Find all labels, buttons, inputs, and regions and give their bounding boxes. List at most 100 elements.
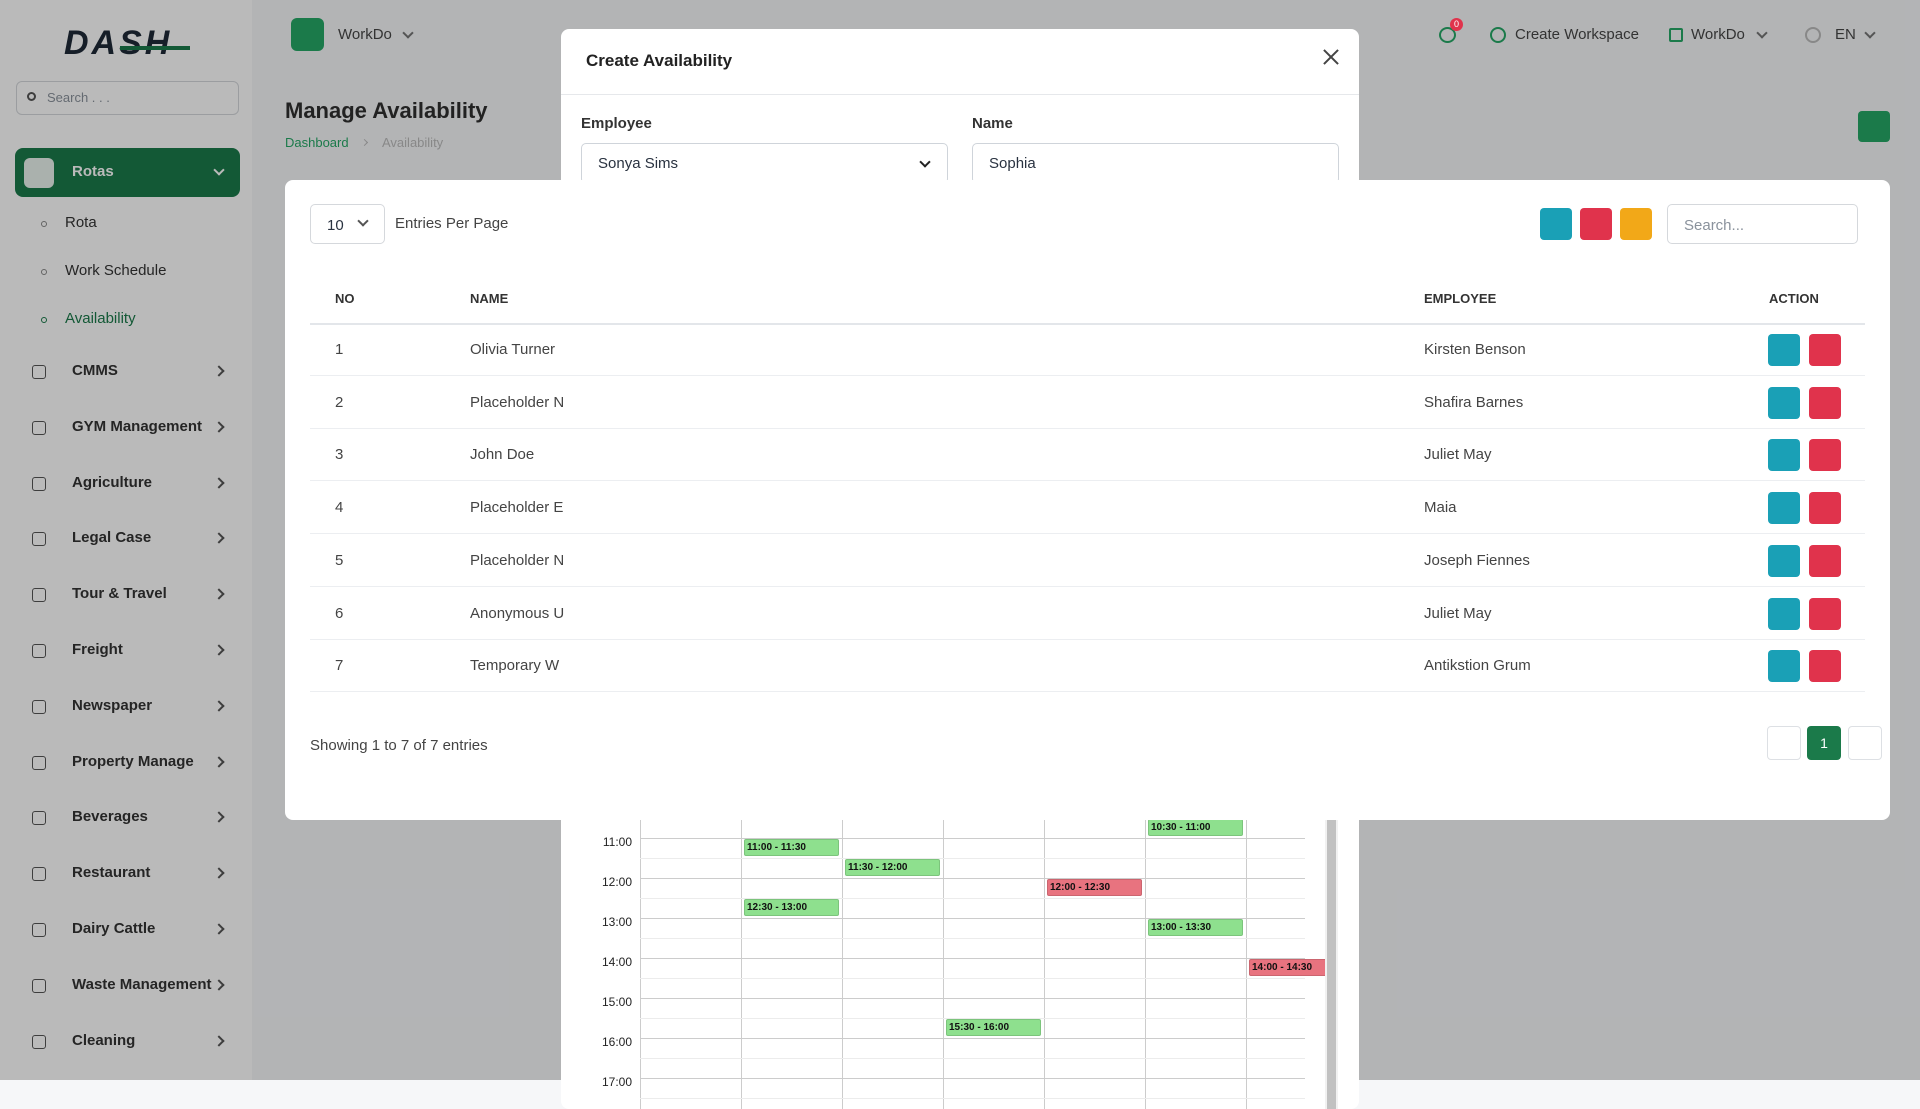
table-cell: 5 <box>335 551 344 569</box>
menu-icon <box>32 365 46 379</box>
availability-event[interactable]: 11:30 - 12:00 <box>845 859 940 876</box>
table-cell: John Doe <box>470 446 535 464</box>
table-cell: Temporary W <box>470 657 560 675</box>
table-search[interactable]: Search... <box>1667 204 1858 244</box>
hour-line <box>640 1078 1305 1079</box>
company-icon <box>1669 28 1683 42</box>
menu-item[interactable]: Cleaning <box>72 1031 136 1049</box>
table-cell: Placeholder N <box>470 393 565 411</box>
availability-event[interactable]: 11:00 - 11:30 <box>744 839 839 856</box>
menu-icon <box>32 867 46 882</box>
close-button[interactable] <box>1319 45 1343 69</box>
table-cell: Placeholder N <box>470 551 565 569</box>
edit-button[interactable] <box>1768 650 1800 683</box>
sidebar-search[interactable]: Search . . . <box>16 81 239 115</box>
availability-event[interactable]: 15:30 - 16:00 <box>946 1019 1041 1036</box>
delete-button[interactable] <box>1809 386 1841 419</box>
language-icon <box>1805 27 1821 43</box>
edit-button[interactable] <box>1768 386 1800 419</box>
delete-button[interactable] <box>1809 597 1841 630</box>
availability-event[interactable]: 12:00 - 12:30 <box>1047 879 1142 896</box>
hour-label: 16:00 <box>601 1035 632 1049</box>
workspace-icon[interactable] <box>291 18 324 51</box>
half-hour-line <box>640 978 1305 979</box>
hour-line <box>640 878 1305 879</box>
delete-button[interactable] <box>1809 492 1841 525</box>
menu-item[interactable]: Waste Management <box>72 975 212 993</box>
toolbar-button[interactable] <box>1620 208 1652 240</box>
menu-icon <box>32 811 46 826</box>
menu-item[interactable]: Tour & Travel <box>72 585 167 603</box>
table-cell: Maia <box>1424 499 1457 517</box>
table-cell: 3 <box>335 446 344 464</box>
menu-item[interactable]: Beverages <box>72 808 148 826</box>
delete-button[interactable] <box>1809 544 1841 577</box>
menu-icon <box>32 1034 46 1049</box>
menu-item[interactable]: Freight <box>72 641 123 658</box>
menu-item[interactable]: Newspaper <box>72 696 153 714</box>
edit-button[interactable] <box>1768 544 1800 577</box>
edit-button[interactable] <box>1768 492 1800 525</box>
row-line <box>310 480 1865 482</box>
employee-select[interactable]: Sonya Sims <box>581 143 948 184</box>
pagination-current[interactable]: 1 <box>1807 726 1841 760</box>
menu-item[interactable]: Restaurant <box>72 864 151 882</box>
delete-button[interactable] <box>1809 650 1841 683</box>
breadcrumb-link[interactable]: Dashboard <box>285 135 349 150</box>
company-name[interactable]: WorkDo <box>1691 26 1745 43</box>
search-placeholder: Search . . . <box>47 90 110 105</box>
delete-button[interactable] <box>1809 334 1841 366</box>
menu-item[interactable]: Legal Case <box>72 529 152 547</box>
entries-value: 10 <box>327 217 344 234</box>
edit-button[interactable] <box>1768 334 1800 366</box>
toolbar-button[interactable] <box>1540 208 1572 240</box>
availability-event[interactable]: 12:30 - 13:00 <box>744 899 839 916</box>
table-cell: 4 <box>335 499 344 517</box>
toolbar-button[interactable] <box>1580 208 1612 240</box>
delete-button[interactable] <box>1809 439 1841 472</box>
modal-title: Create Availability <box>586 51 733 70</box>
menu-item[interactable]: Dairy Cattle <box>72 920 156 937</box>
modal-header-line <box>561 94 1359 95</box>
add-button[interactable] <box>1858 111 1890 142</box>
pagination-prev[interactable] <box>1767 726 1801 760</box>
column-header: ACTION <box>1769 291 1819 306</box>
submenu-item[interactable]: Work Schedule <box>65 262 167 279</box>
availability-event[interactable]: 13:00 - 13:30 <box>1148 919 1243 936</box>
notification-badge: 0 <box>1450 18 1463 31</box>
menu-item[interactable]: CMMS <box>72 362 118 379</box>
header-line <box>310 323 1865 325</box>
workspace-name[interactable]: WorkDo <box>338 26 392 43</box>
create-workspace[interactable]: Create Workspace <box>1515 26 1639 43</box>
menu-item-active[interactable]: Rotas <box>15 148 240 197</box>
submenu-item[interactable]: Rota <box>65 214 97 231</box>
menu-icon <box>32 923 46 937</box>
language[interactable]: EN <box>1835 26 1856 43</box>
row-line <box>310 638 1865 640</box>
menu-label: Rotas <box>72 163 114 180</box>
table-cell: Antikstion Grum <box>1424 657 1531 675</box>
menu-item[interactable]: Property Manage <box>72 752 194 770</box>
pagination-next[interactable] <box>1848 726 1882 760</box>
availability-event[interactable]: 10:30 - 11:00 <box>1148 819 1243 836</box>
name-input[interactable]: Sophia <box>972 143 1339 184</box>
table-cell: Anonymous U <box>470 604 565 622</box>
notification-icon[interactable] <box>1439 27 1456 43</box>
availability-event[interactable]: 14:00 - 14:30 <box>1249 959 1326 976</box>
row-line <box>310 533 1865 535</box>
table-cell: 1 <box>335 341 344 358</box>
column-header: EMPLOYEE <box>1424 291 1497 306</box>
create-workspace-icon <box>1490 27 1506 43</box>
table-cell: Juliet May <box>1424 446 1492 464</box>
table-cell: Joseph Fiennes <box>1424 551 1530 569</box>
entries-select[interactable]: 10 <box>310 204 385 244</box>
menu-item[interactable]: Agriculture <box>72 473 153 491</box>
edit-button[interactable] <box>1768 597 1800 630</box>
menu-icon <box>24 158 54 188</box>
menu-icon <box>32 588 46 603</box>
table-cell: Shafira Barnes <box>1424 393 1524 411</box>
edit-button[interactable] <box>1768 439 1800 472</box>
menu-item[interactable]: GYM Management <box>72 417 203 435</box>
submenu-item[interactable]: Availability <box>65 310 136 327</box>
row-line <box>310 427 1865 429</box>
